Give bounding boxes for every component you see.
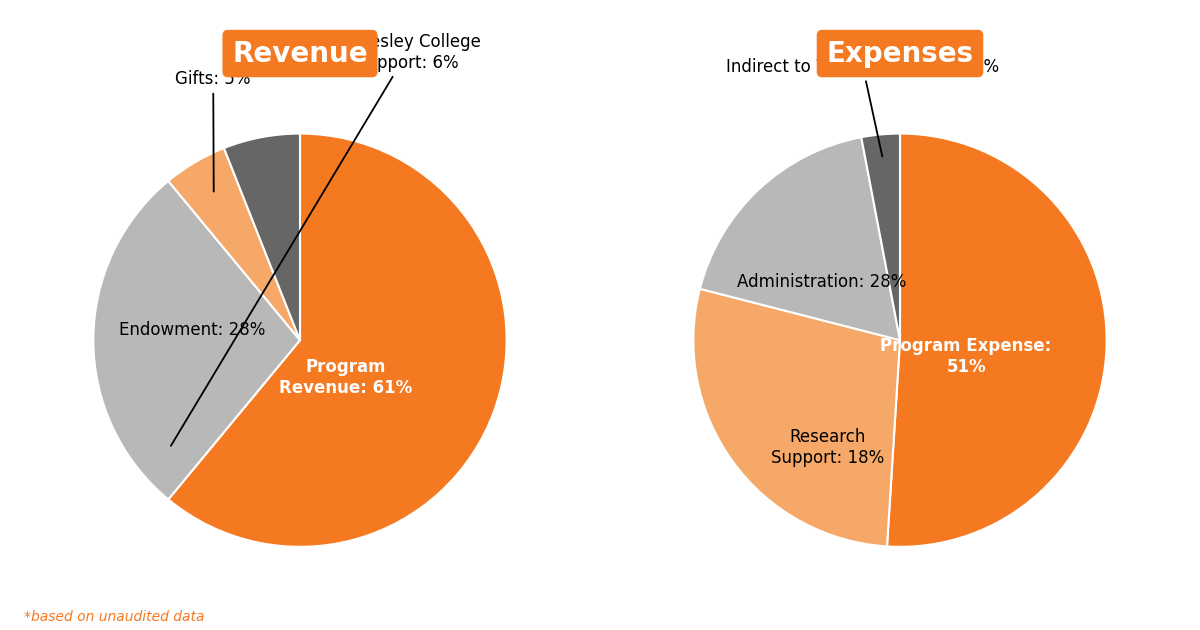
Text: Research
Support: 18%: Research Support: 18% [772,428,884,467]
Wedge shape [168,134,506,547]
Text: Gifts: 5%: Gifts: 5% [175,70,251,192]
Wedge shape [700,137,900,340]
Text: Wellesley College
Support: 6%: Wellesley College Support: 6% [170,33,480,446]
Wedge shape [168,148,300,340]
Text: Administration: 28%: Administration: 28% [737,273,906,291]
Text: Revenue: Revenue [232,40,368,67]
Wedge shape [887,134,1106,547]
Text: Program Expense:
51%: Program Expense: 51% [881,337,1051,376]
Wedge shape [862,134,900,340]
Wedge shape [694,289,900,546]
Text: Program
Revenue: 61%: Program Revenue: 61% [278,358,412,397]
Wedge shape [224,134,300,340]
Text: Indirect to Wellesley College: 3%: Indirect to Wellesley College: 3% [726,58,1000,156]
Wedge shape [94,181,300,500]
Text: Expenses: Expenses [827,40,973,67]
Text: Endowment: 28%: Endowment: 28% [119,321,265,339]
Text: *based on unaudited data: *based on unaudited data [24,610,204,624]
